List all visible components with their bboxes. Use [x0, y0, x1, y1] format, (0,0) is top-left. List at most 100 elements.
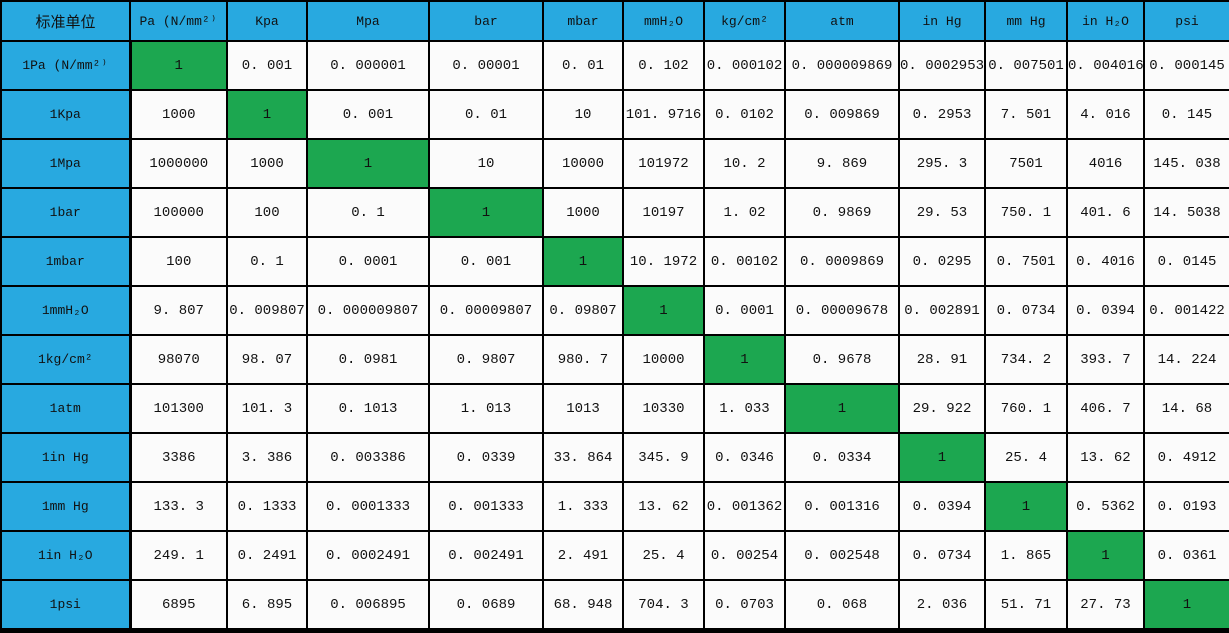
value-cell: 0. 001333: [428, 481, 544, 532]
value-cell: 0. 0361: [1143, 530, 1229, 581]
table-row: 1Pa (N/mm²⁾ 1 0. 001 0. 000001 0. 00001 0. 01…: [0, 40, 1229, 91]
value-cell: 4016: [1066, 138, 1145, 189]
table-body: 1Pa (N/mm²⁾ 1 0. 001 0. 000001 0. 00001 0. 01…: [0, 40, 1229, 630]
value-cell: 0. 009807: [226, 285, 308, 336]
value-cell: 14. 68: [1143, 383, 1229, 434]
value-cell: 1000: [226, 138, 308, 189]
diagonal-highlight-cell: 1: [129, 40, 228, 91]
value-cell: 0. 000009807: [306, 285, 430, 336]
value-cell: 1. 013: [428, 383, 544, 434]
value-cell: 0. 0102: [703, 89, 786, 140]
value-cell: 0. 2953: [898, 89, 986, 140]
value-cell: 0. 001: [428, 236, 544, 287]
value-cell: 100000: [129, 187, 228, 238]
value-cell: 98. 07: [226, 334, 308, 385]
table-row: 1Kpa 1000 1 0. 001 0. 01 10 101. 9716 0. 0102 0.…: [0, 89, 1229, 140]
value-cell: 750. 1: [984, 187, 1068, 238]
value-cell: 0. 01: [542, 40, 624, 91]
value-cell: 9. 807: [129, 285, 228, 336]
value-cell: 0. 0334: [784, 432, 900, 483]
value-cell: 68. 948: [542, 579, 624, 630]
row-label-cell: 1Kpa: [0, 89, 132, 140]
value-cell: 734. 2: [984, 334, 1068, 385]
value-cell: 760. 1: [984, 383, 1068, 434]
table-row: 1kg/cm² 98070 98. 07 0. 0981 0. 9807 980. 7 10…: [0, 334, 1229, 385]
value-cell: 100: [129, 236, 228, 287]
value-cell: 4. 016: [1066, 89, 1145, 140]
value-cell: 33. 864: [542, 432, 624, 483]
value-cell: 0. 9807: [428, 334, 544, 385]
value-cell: 14. 224: [1143, 334, 1229, 385]
value-cell: 0. 068: [784, 579, 900, 630]
value-cell: 0. 00254: [703, 530, 786, 581]
value-cell: 980. 7: [542, 334, 624, 385]
value-cell: 0. 002548: [784, 530, 900, 581]
value-cell: 0. 000102: [703, 40, 786, 91]
value-cell: 101972: [622, 138, 705, 189]
table-row: 1bar 100000 100 0. 1 1 1000 10197 1. 02 0. 9869 2…: [0, 187, 1229, 238]
value-cell: 25. 4: [622, 530, 705, 581]
table-row: 1mmH₂O 9. 807 0. 009807 0. 000009807 0. 0000…: [0, 285, 1229, 336]
value-cell: 51. 71: [984, 579, 1068, 630]
value-cell: 28. 91: [898, 334, 986, 385]
value-cell: 249. 1: [129, 530, 228, 581]
value-cell: 0. 2491: [226, 530, 308, 581]
value-cell: 10. 2: [703, 138, 786, 189]
column-header-cell: in Hg: [898, 0, 986, 42]
diagonal-highlight-cell: 1: [784, 383, 900, 434]
value-cell: 1013: [542, 383, 624, 434]
value-cell: 10000: [542, 138, 624, 189]
value-cell: 0. 0394: [898, 481, 986, 532]
value-cell: 0. 0295: [898, 236, 986, 287]
value-cell: 1. 02: [703, 187, 786, 238]
diagonal-highlight-cell: 1: [898, 432, 986, 483]
table-row: 1mbar 100 0. 1 0. 0001 0. 001 1 10. 1972 0. 001…: [0, 236, 1229, 287]
value-cell: 0. 4912: [1143, 432, 1229, 483]
row-label-cell: 1mbar: [0, 236, 132, 287]
value-cell: 393. 7: [1066, 334, 1145, 385]
value-cell: 10. 1972: [622, 236, 705, 287]
value-cell: 101300: [129, 383, 228, 434]
value-cell: 6895: [129, 579, 228, 630]
value-cell: 0. 145: [1143, 89, 1229, 140]
value-cell: 0. 0002491: [306, 530, 430, 581]
value-cell: 0. 5362: [1066, 481, 1145, 532]
diagonal-highlight-cell: 1: [984, 481, 1068, 532]
row-label-cell: 1psi: [0, 579, 132, 630]
table-row: 1atm 101300 101. 3 0. 1013 1. 013 1013 10330 1.…: [0, 383, 1229, 434]
diagonal-highlight-cell: 1: [226, 89, 308, 140]
value-cell: 0. 1013: [306, 383, 430, 434]
value-cell: 1000: [129, 89, 228, 140]
value-cell: 0. 0001333: [306, 481, 430, 532]
header-row: 标准单位 Pa (N/mm²⁾ Kpa Mpa bar mbar mmH₂O kg/cm² at…: [0, 0, 1229, 42]
table-row: 1mm Hg 133. 3 0. 1333 0. 0001333 0. 001333 1.…: [0, 481, 1229, 532]
value-cell: 1000: [542, 187, 624, 238]
value-cell: 0. 0002953: [898, 40, 986, 91]
value-cell: 3. 386: [226, 432, 308, 483]
value-cell: 0. 0703: [703, 579, 786, 630]
value-cell: 10330: [622, 383, 705, 434]
value-cell: 0. 0009869: [784, 236, 900, 287]
column-header-cell: in H₂O: [1066, 0, 1145, 42]
value-cell: 14. 5038: [1143, 187, 1229, 238]
value-cell: 0. 09807: [542, 285, 624, 336]
value-cell: 0. 004016: [1066, 40, 1145, 91]
value-cell: 345. 9: [622, 432, 705, 483]
diagonal-highlight-cell: 1: [1066, 530, 1145, 581]
value-cell: 9. 869: [784, 138, 900, 189]
value-cell: 0. 001362: [703, 481, 786, 532]
value-cell: 1000000: [129, 138, 228, 189]
value-cell: 27. 73: [1066, 579, 1145, 630]
value-cell: 98070: [129, 334, 228, 385]
value-cell: 100: [226, 187, 308, 238]
diagonal-highlight-cell: 1: [542, 236, 624, 287]
value-cell: 25. 4: [984, 432, 1068, 483]
value-cell: 1. 865: [984, 530, 1068, 581]
value-cell: 10: [428, 138, 544, 189]
row-label-cell: 1in H₂O: [0, 530, 132, 581]
value-cell: 10: [542, 89, 624, 140]
value-cell: 0. 000145: [1143, 40, 1229, 91]
value-cell: 13. 62: [622, 481, 705, 532]
